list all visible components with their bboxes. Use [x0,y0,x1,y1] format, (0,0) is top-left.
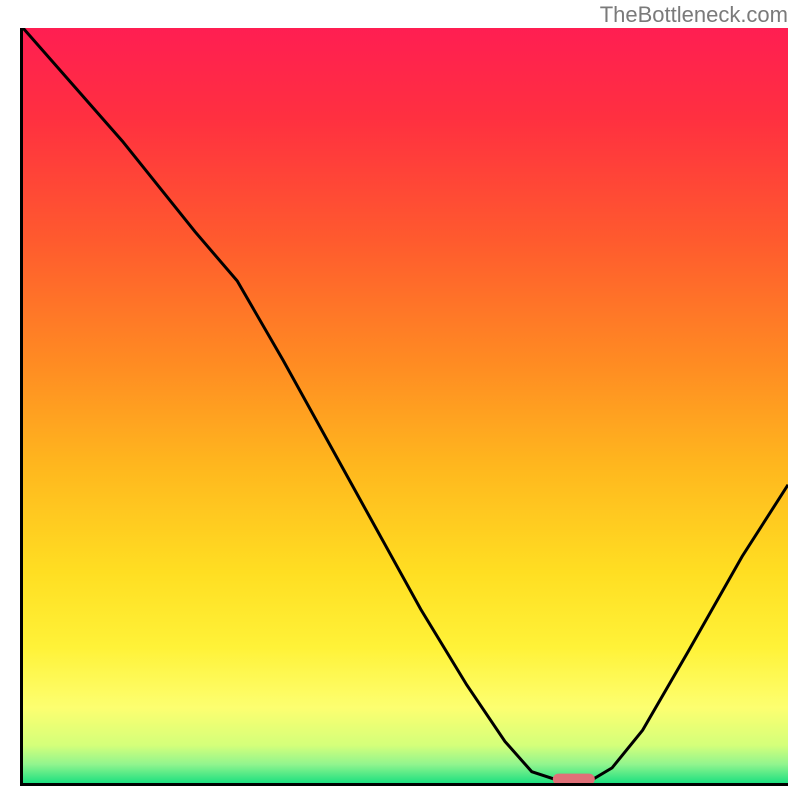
chart-svg [23,28,788,783]
chart-container: { "watermark": "TheBottleneck.com", "cha… [0,0,800,800]
bottleneck-marker [553,774,595,783]
plot-area [20,28,788,786]
gradient-background [23,28,788,783]
watermark-text: TheBottleneck.com [600,2,788,28]
